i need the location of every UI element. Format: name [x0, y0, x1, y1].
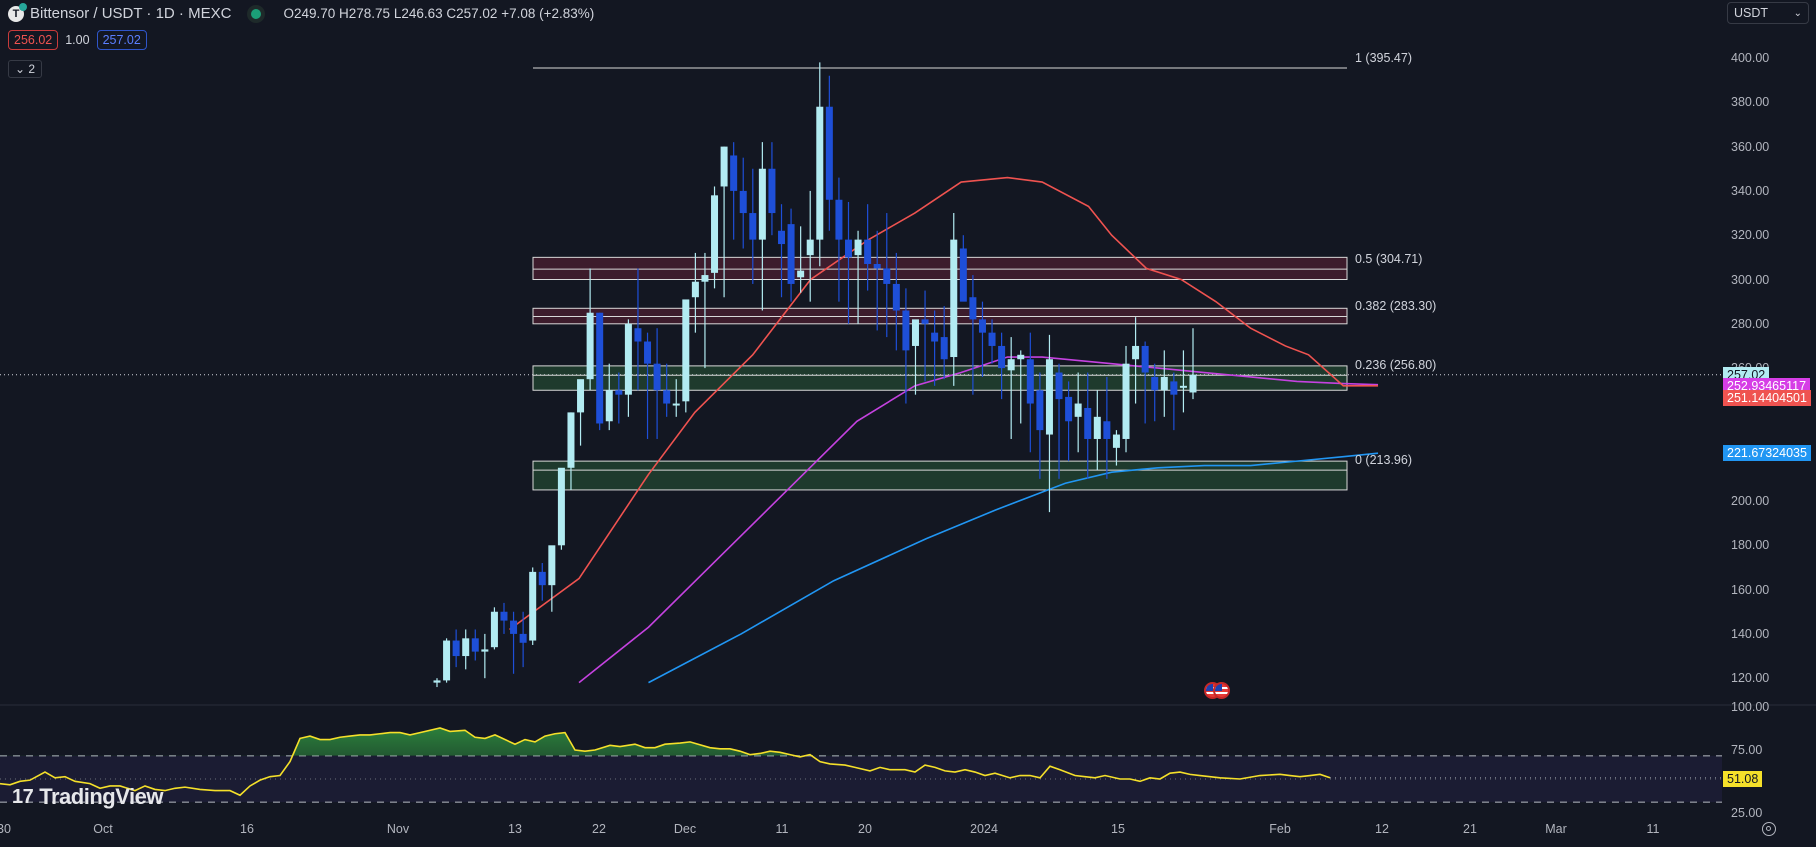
price-axis-label: 340.00	[1731, 183, 1770, 198]
price-tag: 251.14404501	[1723, 390, 1811, 406]
currency-value: USDT	[1734, 6, 1769, 20]
low-value: L246.63	[393, 6, 443, 21]
tradingview-logo-icon: 17	[12, 785, 34, 808]
price-tag: 252.93465117	[1723, 377, 1811, 394]
ohlc-values: O249.70 H278.75 L246.63 C257.02 +7.08 (+…	[283, 6, 594, 21]
symbol-legend: T Bittensor / USDT · 1D · MEXC O249.70 H…	[8, 2, 594, 22]
price-axis-label: 120.00	[1731, 671, 1770, 686]
fib-level-label: 1 (395.47)	[1355, 51, 1412, 66]
price-tag: 221.67324035	[1723, 445, 1811, 461]
change-value: +7.08 (+2.83%)	[501, 6, 595, 21]
time-axis-label: 2024	[970, 822, 998, 836]
price-axis-label: 140.00	[1731, 626, 1770, 641]
time-axis-label: Mar	[1545, 822, 1567, 836]
time-axis-label: 16	[240, 822, 254, 836]
close-value: C257.02	[446, 6, 498, 21]
tradingview-wordmark: TradingView	[39, 784, 163, 809]
symbol-title[interactable]: Bittensor / USDT · 1D · MEXC	[30, 5, 232, 22]
time-axis-label: 15	[1111, 822, 1125, 836]
rsi-axis-label-75: 75.00	[1731, 743, 1763, 757]
time-axis-label: Oct	[93, 822, 113, 836]
indicator-count: 2	[28, 62, 36, 76]
fib-level-label: 0.236 (256.80)	[1355, 358, 1437, 373]
time-axis-label: 12	[1375, 822, 1389, 836]
fib-level-label: 0.382 (283.30)	[1355, 299, 1437, 314]
price-axis-label: 300.00	[1731, 272, 1770, 287]
time-axis-label: 30	[0, 822, 11, 836]
high-value: H278.75	[339, 6, 391, 21]
time-axis-label: 21	[1463, 822, 1477, 836]
time-axis-label: 13	[508, 822, 522, 836]
tradingview-watermark[interactable]: 17 TradingView	[12, 784, 163, 810]
us-flag-event-icon[interactable]	[1213, 682, 1230, 699]
time-axis-label: Nov	[386, 822, 410, 836]
price-axis-label: 180.00	[1731, 538, 1770, 553]
time-axis-label: 22	[592, 822, 606, 836]
indicators-collapse-button[interactable]: ⌄ 2	[8, 60, 43, 78]
time-axis-label: Feb	[1269, 822, 1291, 836]
chevron-down-icon: ⌄	[15, 62, 26, 76]
price-axis-label: 400.00	[1731, 51, 1770, 65]
bittensor-logo-icon: T	[8, 2, 27, 22]
sell-button[interactable]: 256.02	[8, 30, 59, 50]
rsi-current-tag: 51.08	[1723, 771, 1763, 787]
time-axis-label: 20	[858, 822, 872, 836]
price-axis-label: 380.00	[1731, 95, 1770, 110]
market-open-status-icon	[251, 8, 262, 19]
rsi-axis-label-25: 25.00	[1731, 806, 1763, 820]
price-axis-label: 160.00	[1731, 582, 1770, 597]
buy-button[interactable]: 257.02	[96, 30, 147, 50]
fib-level-label: 0 (213.96)	[1355, 453, 1412, 468]
time-axis-label: Dec	[673, 822, 697, 836]
price-axis-label: 100.00	[1731, 700, 1770, 714]
fib-level-label: 0.5 (304.71)	[1355, 252, 1423, 267]
price-axis-label: 360.00	[1731, 139, 1770, 154]
price-axis-label: 320.00	[1731, 228, 1770, 243]
open-value: O249.70	[283, 6, 336, 21]
spread-value: 1.00	[65, 33, 90, 47]
trade-buttons: 256.02 1.00 257.02	[8, 30, 147, 50]
time-axis-label: 11	[1646, 822, 1660, 836]
time-axis-label: 11	[775, 822, 789, 836]
price-axis-label: 280.00	[1731, 316, 1770, 331]
price-axis-label: 200.00	[1731, 494, 1770, 508]
settings-gear-icon[interactable]	[1762, 822, 1776, 836]
currency-select[interactable]: USDT ⌄	[1727, 2, 1809, 24]
chevron-down-icon: ⌄	[1793, 7, 1802, 19]
